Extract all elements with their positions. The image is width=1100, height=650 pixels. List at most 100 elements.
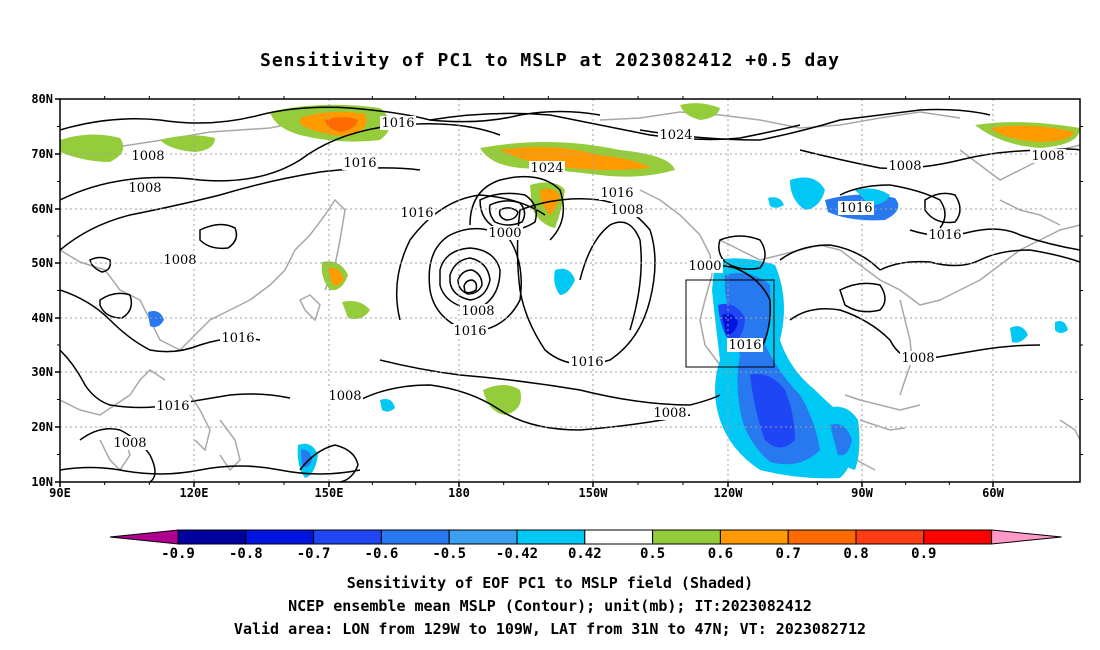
contour-label: 1016 xyxy=(600,186,633,201)
colorbar-label: 0.7 xyxy=(776,546,801,562)
colorbar-segment xyxy=(652,529,721,545)
colorbar-segment xyxy=(923,529,993,545)
colorbar-segment xyxy=(380,529,450,545)
contour-label: 1008 xyxy=(461,304,494,319)
colorbar-segment xyxy=(448,529,518,545)
contour-label-bg xyxy=(112,436,148,450)
colorbar-segment xyxy=(245,529,315,545)
footer-line-1: Sensitivity of EOF PC1 to MSLP field (Sh… xyxy=(346,574,754,592)
contour-label: 1016 xyxy=(453,324,486,339)
positive-patch xyxy=(160,135,215,152)
contour-label-bg xyxy=(130,149,166,163)
contour-label: 1008 xyxy=(610,203,643,218)
contour-label-bg xyxy=(380,116,416,130)
positive-patch xyxy=(60,134,124,162)
contour-label: 1016 xyxy=(400,206,433,221)
isobar-contours xyxy=(60,106,1080,482)
contour-label: 1008 xyxy=(328,389,361,404)
colorbar-min-arrow xyxy=(109,529,179,545)
positive-patch xyxy=(990,125,1075,142)
lat-label: 70N xyxy=(31,147,53,161)
graticule xyxy=(60,99,1080,482)
colorbar-label: -0.6 xyxy=(365,546,399,562)
contour-label-bg xyxy=(399,206,435,220)
lon-label: 120W xyxy=(714,486,744,500)
contour-label: 1008 xyxy=(163,253,196,268)
lon-label: 90W xyxy=(851,486,873,500)
lon-label: 180 xyxy=(448,486,470,500)
contour-label: 1016 xyxy=(221,331,254,346)
positive-patch xyxy=(500,146,650,170)
negative-patch xyxy=(1055,321,1068,333)
lon-label: 60W xyxy=(982,486,1004,500)
lat-label: 60N xyxy=(31,202,53,216)
negative-patch xyxy=(380,399,395,412)
colorbar-label: -0.7 xyxy=(297,546,331,562)
negative-patch xyxy=(790,177,825,210)
positive-patch xyxy=(328,267,344,286)
contour-labels: 1016 1008 1016 1008 1016 1008 1016 1016 1000 1000… xyxy=(112,116,1066,451)
contour-label: 1016 xyxy=(570,355,603,370)
contour-label: 1016 xyxy=(381,116,414,131)
colorbar-label: 0.9 xyxy=(911,546,936,562)
colorbar-segment xyxy=(584,529,654,545)
shaded-sensitivity xyxy=(60,103,1080,479)
contour-label: 1008 xyxy=(901,351,934,366)
negative-patch xyxy=(1010,326,1028,343)
negative-patch xyxy=(830,424,852,456)
contour-label: 1016 xyxy=(928,228,961,243)
contour-label: 1008 xyxy=(1031,149,1064,164)
contour-label: 1008 xyxy=(113,436,146,451)
contour-label-bg xyxy=(452,324,488,338)
colorbar-label: -0.9 xyxy=(161,546,195,562)
positive-patch xyxy=(680,103,720,120)
contour-label: 1000 xyxy=(688,259,721,274)
lat-label: 50N xyxy=(31,256,53,270)
footer-line-3: Valid area: LON from 129W to 109W, LAT f… xyxy=(233,620,867,638)
negative-patch xyxy=(722,313,738,335)
contour-label-bg xyxy=(127,181,163,195)
contour-label: 1008 xyxy=(653,406,686,421)
valid-area-box xyxy=(685,279,775,368)
contour-label-bg xyxy=(687,259,723,273)
negative-patch xyxy=(725,272,820,465)
footer-line-2: NCEP ensemble mean MSLP (Contour); unit(… xyxy=(288,597,812,615)
positive-patch xyxy=(325,117,358,132)
colorbar-segment xyxy=(313,529,382,545)
contour-label-bg xyxy=(658,128,694,142)
map-title: Sensitivity of PC1 to MSLP at 2023082412… xyxy=(259,50,840,71)
lon-label: 150E xyxy=(315,486,344,500)
lat-label: 10N xyxy=(31,475,53,489)
negative-patch xyxy=(301,449,312,468)
contour-label-bg xyxy=(838,201,874,215)
negative-patch xyxy=(855,188,890,205)
contour-label-bg xyxy=(609,203,645,217)
positive-patch xyxy=(342,301,370,319)
contour-label: 1008 xyxy=(131,149,164,164)
colorbar-label: 0.5 xyxy=(640,546,665,562)
contour-label: 1016 xyxy=(343,156,376,171)
contour-label: 1008 xyxy=(888,159,921,174)
positive-patch xyxy=(483,385,521,415)
contour-label-bg xyxy=(155,399,191,413)
contour-label-bg xyxy=(162,253,198,267)
colorbar-segment xyxy=(719,529,789,545)
lon-label: 150W xyxy=(579,486,609,500)
colorbar-label: -0.8 xyxy=(229,546,263,562)
negative-patch xyxy=(768,197,784,208)
negative-patch xyxy=(554,268,575,295)
contour-label-bg xyxy=(220,331,256,345)
contour-label-bg xyxy=(927,228,963,242)
lat-label: 30N xyxy=(31,365,53,379)
contour-label-bg xyxy=(487,226,523,240)
colorbar-max-arrow xyxy=(991,529,1062,545)
negative-patch xyxy=(148,311,164,328)
colorbar-label: 0.42 xyxy=(568,546,602,562)
colorbar-segment xyxy=(855,529,925,545)
colorbar-segment xyxy=(177,529,247,545)
contour-label-bg xyxy=(327,389,363,403)
contour-label: 1000 xyxy=(488,226,521,241)
contour-label-bg xyxy=(1030,149,1066,163)
colorbar-label: -0.5 xyxy=(432,546,466,562)
colorbar-label: 0.8 xyxy=(843,546,868,562)
